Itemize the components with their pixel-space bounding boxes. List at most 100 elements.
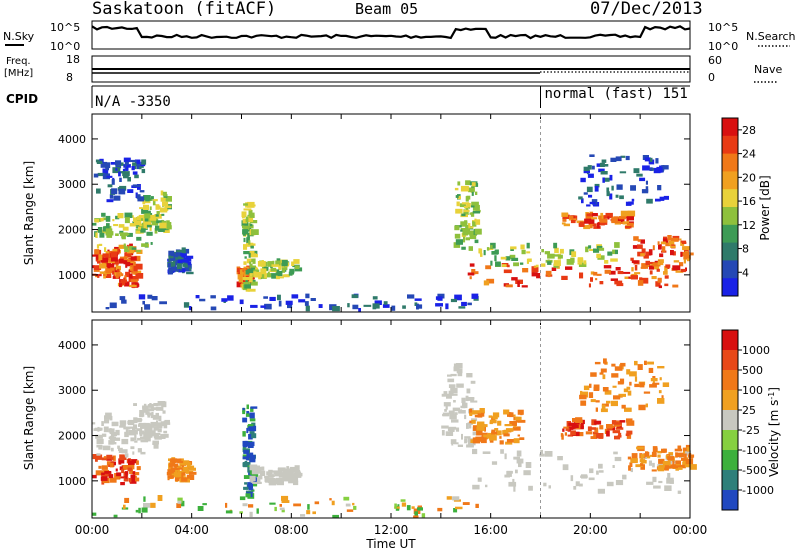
heatmap-cell [680,240,687,243]
heatmap-cell [596,163,601,167]
heatmap-cell [134,434,137,441]
heatmap-cell [531,266,539,273]
heatmap-cell [251,470,259,475]
heatmap-cell [570,475,574,482]
heatmap-cell [277,294,281,301]
heatmap-cell [135,263,143,270]
heatmap-cell [277,468,285,472]
heatmap-cell [95,434,103,439]
heatmap-cell [637,280,644,286]
heatmap-cell [588,245,592,249]
heatmap-cell [468,246,473,251]
heatmap-cell [162,201,169,207]
heatmap-cell [111,179,115,185]
heatmap-cell [139,207,143,210]
heatmap-cell [141,243,149,247]
heatmap-cell [155,412,159,419]
heatmap-cell [150,242,153,245]
heatmap-cell [648,367,654,373]
colorbar-tick-label: 20 [742,171,756,184]
heatmap-cell [247,482,253,488]
heatmap-cell [261,273,267,279]
heatmap-cell [446,496,452,500]
heatmap-cell [474,415,478,418]
heatmap-cell [506,439,515,443]
heatmap-cell [610,157,617,162]
colorbar-tick-label: 500 [742,364,763,377]
heatmap-cell [98,441,103,444]
heatmap-cell [664,275,669,279]
heatmap-cell [526,258,529,264]
heatmap-cell [248,425,257,432]
heatmap-cell [127,419,135,426]
heatmap-cell [101,475,106,478]
heatmap-cell [119,283,122,288]
heatmap-cell [143,197,150,202]
heatmap-cell [588,477,595,481]
heatmap-cell [210,306,217,311]
heatmap-cell [657,450,662,454]
heatmap-cell [122,226,129,231]
heatmap-cell [505,428,514,432]
heatmap-cell [122,455,127,460]
heatmap-cell [132,184,140,187]
heatmap-cell [290,477,298,481]
heatmap-cell [673,260,680,263]
heatmap-cell [457,181,461,186]
heatmap-cell [588,392,594,398]
heatmap-cell [545,270,552,276]
heatmap-cell [589,468,594,474]
heatmap-cell [521,285,528,288]
heatmap-cell [177,259,183,264]
heatmap-cell [472,448,478,455]
heatmap-cell [107,184,113,188]
heatmap-cell [495,261,501,267]
heatmap-cell [517,434,520,437]
heatmap-cell [683,255,691,260]
heatmap-cell [614,435,621,440]
heatmap-cell [453,499,461,502]
heatmap-cell [286,466,290,471]
heatmap-cell [251,281,258,286]
heatmap-cell [242,277,251,281]
heatmap-cell [153,443,159,449]
heatmap-cell [471,419,476,424]
heatmap-cell [513,456,520,460]
heatmap-cell [639,177,646,182]
heatmap-cell [640,454,645,458]
heatmap-cell [631,453,638,459]
heatmap-cell [139,431,143,437]
heatmap-cell [168,269,173,275]
heatmap-cell [448,390,454,396]
heatmap-cell [277,270,283,277]
heatmap-cell [686,258,690,262]
heatmap-cell [561,275,568,280]
heatmap-cell [116,272,121,277]
colorbar-swatch [722,242,738,261]
colorbar-swatch [722,207,738,226]
colorbar-tick-label: -25 [742,424,760,437]
heatmap-cell [251,229,259,235]
heatmap-cell [172,260,176,266]
heatmap-cell [588,283,591,288]
heatmap-cell [150,421,158,427]
heatmap-cell [651,276,657,280]
heatmap-cell [675,452,678,458]
heatmap-cell [580,177,586,183]
heatmap-cell [242,219,248,224]
power-ylabel: Slant Range [km] [22,161,36,265]
heatmap-cell [118,171,121,177]
heatmap-cell [101,433,107,437]
y-tick-label: 3000 [58,384,86,397]
colorbar-swatch [722,470,738,491]
heatmap-cell [99,271,106,274]
heatmap-cell [288,271,293,276]
heatmap-cell [679,238,682,241]
heatmap-cell [92,422,96,425]
heatmap-cell [619,195,624,200]
heatmap-cell [98,243,103,246]
heatmap-cell [346,509,354,512]
heatmap-cell [343,496,350,501]
heatmap-cell [163,228,170,233]
heatmap-cell [95,470,104,476]
